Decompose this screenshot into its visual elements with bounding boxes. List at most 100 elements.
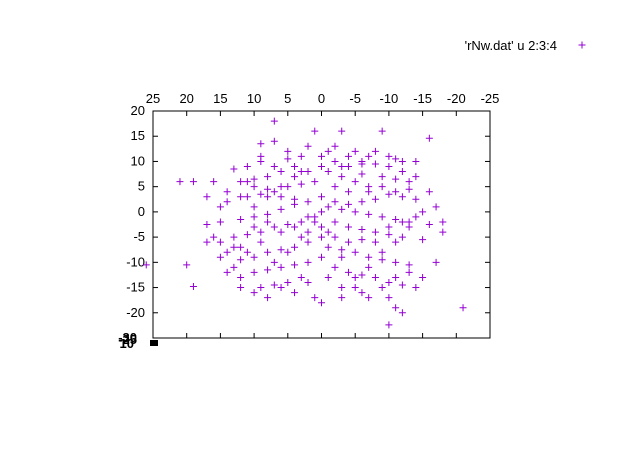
x-tick-label: -20	[447, 91, 466, 106]
plus-marker	[324, 243, 332, 251]
plus-marker	[304, 238, 312, 246]
data-point	[392, 175, 400, 183]
x-tick-label: -25	[481, 91, 500, 106]
legend: 'rNw.dat' u 2:3:4	[465, 38, 586, 53]
data-point	[297, 180, 305, 188]
plus-marker	[351, 178, 359, 186]
data-point	[365, 210, 373, 218]
plus-marker	[291, 223, 299, 231]
plus-marker	[338, 173, 346, 181]
plus-marker	[304, 168, 312, 176]
plus-marker	[264, 294, 272, 302]
axis-artifact	[150, 340, 158, 346]
x-tick-label: -15	[413, 91, 432, 106]
plus-marker	[331, 263, 339, 271]
plus-marker	[398, 168, 406, 176]
data-point	[385, 321, 393, 329]
plus-marker	[291, 243, 299, 251]
plus-marker	[277, 183, 285, 191]
data-point	[264, 218, 272, 226]
plus-marker	[216, 238, 224, 246]
data-point	[250, 223, 258, 231]
data-point	[257, 140, 265, 148]
data-point	[243, 231, 251, 239]
data-point	[237, 284, 245, 292]
plus-marker	[398, 193, 406, 201]
axes: 25 20 15 10 5 0 -5 -10 -15 -20 -2520151050-5-10-15…	[118, 91, 499, 351]
data-point	[277, 183, 285, 191]
plus-marker	[419, 236, 427, 244]
data-point	[304, 238, 312, 246]
plus-marker	[297, 168, 305, 176]
data-point	[365, 263, 373, 271]
plus-marker	[412, 213, 420, 221]
legend-marker	[578, 41, 586, 49]
plus-marker	[398, 233, 406, 241]
data-point	[183, 261, 191, 269]
data-point	[419, 273, 427, 281]
x-tick-label: 25	[146, 91, 160, 106]
plus-marker	[371, 147, 379, 155]
data-point	[277, 193, 285, 201]
data-point	[176, 178, 184, 186]
plus-marker	[311, 294, 319, 302]
data-point	[324, 168, 332, 176]
plus-marker	[318, 162, 325, 170]
plus-marker	[250, 175, 258, 183]
data-point	[318, 223, 325, 231]
data-point	[284, 221, 292, 228]
y-tick-label: -10	[126, 254, 145, 269]
data-point	[331, 183, 339, 191]
data-point	[250, 253, 258, 261]
data-point	[284, 183, 292, 191]
data-point	[398, 157, 406, 165]
plus-marker	[284, 147, 292, 155]
plus-marker	[412, 284, 420, 292]
plus-marker	[297, 152, 305, 160]
data-point	[419, 236, 427, 244]
data-point	[277, 205, 285, 213]
data-point	[358, 170, 366, 178]
plus-marker	[324, 228, 332, 236]
plus-marker	[344, 268, 352, 276]
plus-marker	[270, 258, 278, 266]
plus-marker	[304, 198, 312, 206]
data-point	[264, 210, 272, 218]
data-point	[331, 263, 339, 271]
plus-marker	[344, 152, 352, 160]
plus-marker	[284, 221, 292, 228]
plus-marker	[392, 188, 400, 196]
plus-marker	[230, 165, 238, 173]
data-point	[304, 228, 312, 236]
plus-marker	[304, 228, 312, 236]
plus-marker	[385, 279, 393, 287]
plus-marker	[250, 253, 258, 261]
plus-marker	[432, 258, 440, 266]
y-tick-label-overlap: 10	[120, 336, 134, 351]
data-point	[264, 248, 272, 256]
plus-marker	[392, 273, 400, 281]
plus-marker	[237, 178, 245, 186]
data-point	[425, 188, 433, 196]
data-point	[412, 157, 420, 165]
plus-marker	[371, 273, 379, 281]
data-point	[344, 223, 352, 231]
plus-marker	[371, 195, 379, 203]
plus-marker	[203, 193, 211, 201]
data-point	[398, 233, 406, 241]
plus-marker	[237, 256, 245, 264]
data-point	[216, 253, 224, 261]
data-point	[270, 117, 278, 125]
x-tick-label: 5	[284, 91, 291, 106]
plus-marker	[277, 193, 285, 201]
data-point	[392, 155, 400, 163]
plus-marker	[210, 233, 218, 241]
plus-marker	[243, 248, 251, 256]
plus-marker	[385, 152, 393, 160]
plus-marker	[331, 233, 339, 241]
plus-marker	[230, 243, 238, 251]
data-point	[331, 218, 339, 226]
data-point	[344, 200, 352, 208]
plus-marker	[385, 223, 393, 231]
data-point	[405, 268, 413, 276]
